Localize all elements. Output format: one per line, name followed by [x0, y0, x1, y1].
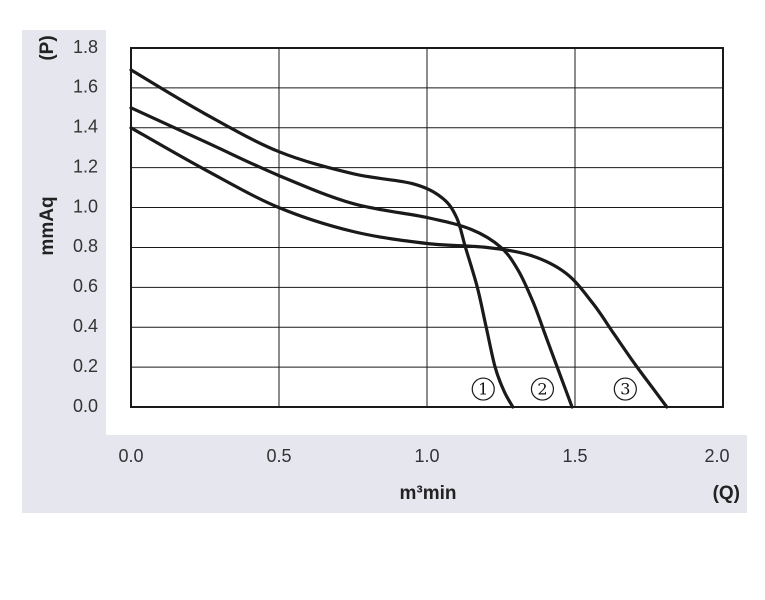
x-axis-symbol: (Q) [713, 483, 740, 504]
curve-2 [129, 106, 574, 409]
y-tick-label-6: 1.2 [73, 156, 98, 176]
x-tick-label-4: 2.0 [704, 446, 729, 466]
y-tick-label-5: 1.0 [73, 196, 98, 216]
y-tick-label-7: 1.4 [73, 117, 98, 137]
y-tick-label-9: 1.8 [73, 37, 98, 57]
y-tick-labels: 0.0 0.2 0.4 0.6 0.8 1.0 1.2 1.4 1.6 1.8 [73, 37, 98, 416]
curve-marker-circle-2 [530, 377, 555, 401]
curve-marker-label-3: 3 [620, 380, 630, 399]
y-axis-title: mmAq [37, 196, 58, 255]
y-tick-label-2: 0.4 [73, 316, 98, 336]
curve-marker-circle-3 [613, 377, 637, 401]
plot-frame [130, 47, 724, 408]
x-axis-title: m³min [400, 483, 457, 504]
grid [130, 47, 724, 408]
x-tick-label-2: 1.0 [414, 446, 439, 466]
x-tick-label-0: 0.0 [118, 446, 143, 466]
y-tick-label-3: 0.6 [73, 276, 98, 296]
x-axis-panel [22, 435, 747, 513]
curve-marker-circle-1 [471, 377, 495, 401]
curve-1 [129, 68, 515, 409]
y-axis-symbol: (P) [37, 35, 58, 60]
curve-markers: 1 2 3 [471, 377, 637, 401]
x-tick-labels: 0.0 0.5 1.0 1.5 2.0 [118, 446, 729, 466]
chart-background [22, 30, 747, 513]
y-tick-label-4: 0.8 [73, 236, 98, 256]
curve-marker-label-1: 1 [478, 380, 488, 399]
y-tick-label-8: 1.6 [73, 77, 98, 97]
curve-marker-label-2: 2 [537, 380, 547, 399]
curve-3 [129, 126, 669, 409]
y-tick-label-1: 0.2 [73, 356, 98, 376]
y-tick-label-0: 0.0 [73, 396, 98, 416]
y-axis-panel [22, 30, 106, 438]
curves [129, 68, 669, 409]
x-tick-label-1: 0.5 [266, 446, 291, 466]
x-tick-label-3: 1.5 [562, 446, 587, 466]
